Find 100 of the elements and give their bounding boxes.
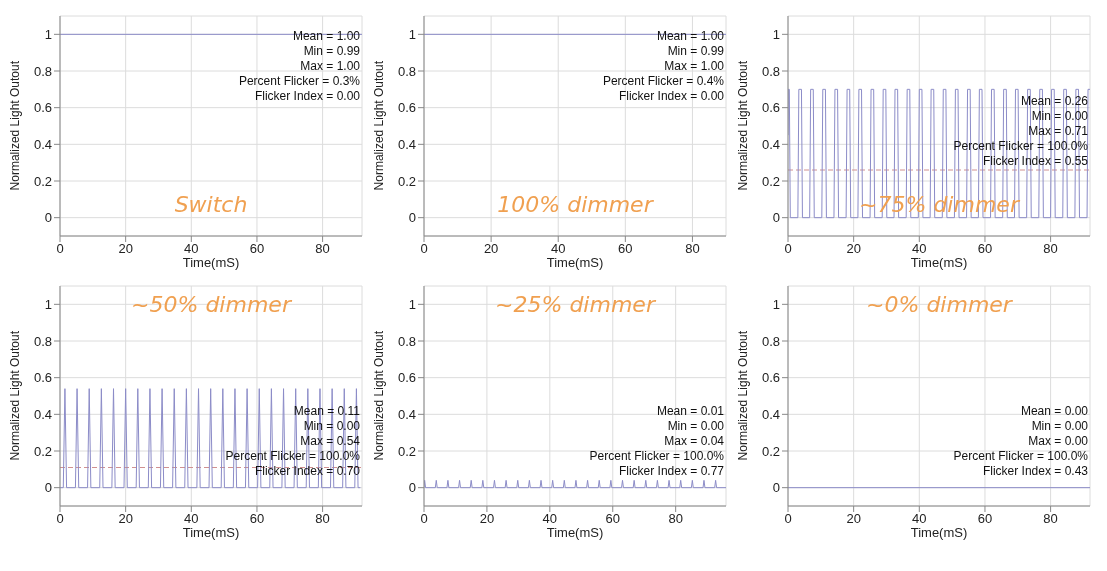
annotation: Percent Flicker = 0.4%: [602, 74, 724, 89]
x-axis-title: Time(mS): [545, 255, 605, 270]
annotation: Max = 0.71: [1027, 124, 1088, 139]
y-axis-title: Normalized Light Outout: [372, 61, 386, 191]
annotation: Mean = 0.01: [655, 404, 724, 419]
x-tick-label: 60: [977, 241, 993, 257]
y-tick-label: 0: [44, 210, 52, 226]
x-axis-title: Time(mS): [545, 525, 605, 540]
x-tick-label: 60: [249, 241, 265, 257]
annotation: Mean = 1.00: [655, 29, 724, 44]
y-tick-label: 0.4: [33, 136, 52, 152]
chart-title: ~0% dimmer: [865, 292, 1014, 317]
annotation: Flicker Index = 0.43: [981, 464, 1088, 479]
y-tick-label: 0.4: [761, 136, 780, 152]
chart-title: ~25% dimmer: [494, 292, 657, 317]
y-tick-label: 0.2: [33, 173, 52, 189]
y-tick-label: 0: [408, 480, 416, 496]
x-tick-label: 20: [483, 241, 499, 257]
annotation: Min = 0.99: [302, 44, 360, 59]
x-tick-label: 0: [784, 241, 792, 257]
annotation: Max = 1.00: [663, 59, 724, 74]
annotation: Percent Flicker = 0.3%: [238, 74, 360, 89]
y-tick-label: 0.4: [761, 406, 780, 422]
y-axis-title: Normalized Light Outout: [736, 331, 750, 461]
annotation: Flicker Index = 0.00: [617, 89, 724, 104]
y-axis-title: Normalized Light Outout: [8, 61, 22, 191]
x-tick-label: 40: [184, 511, 199, 527]
annotation: Max = 0.04: [663, 434, 724, 449]
annotation: Flicker Index = 0.77: [617, 464, 724, 479]
chart-title: ~50% dimmer: [130, 292, 293, 317]
x-tick-label: 20: [118, 241, 133, 257]
annotation: Max = 0.54: [299, 434, 360, 449]
x-tick-label: 0: [56, 511, 64, 527]
y-tick-label: 0.2: [397, 443, 416, 459]
x-tick-label: 80: [315, 241, 330, 257]
x-tick-label: 40: [912, 511, 927, 527]
y-tick-label: 0.4: [397, 406, 416, 422]
x-tick-label: 0: [784, 511, 792, 527]
x-tick-label: 40: [912, 241, 927, 257]
x-tick-label: 60: [618, 241, 633, 257]
x-tick-label: 20: [846, 511, 861, 527]
y-tick-label: 0.8: [761, 63, 780, 79]
y-tick-label: 0: [44, 480, 52, 496]
y-tick-label: 1: [772, 26, 780, 42]
y-tick-label: 0.2: [397, 173, 416, 189]
x-tick-label: 80: [668, 511, 683, 527]
annotation: Flicker Index = 0.55: [981, 154, 1088, 169]
annotation: Mean = 1.00: [291, 29, 360, 44]
y-tick-label: 0.6: [33, 100, 52, 116]
x-tick-label: 20: [118, 511, 133, 527]
y-tick-label: 0: [408, 210, 416, 226]
annotation: Percent Flicker = 100.0%: [225, 449, 360, 464]
x-tick-label: 0: [56, 241, 64, 257]
x-tick-label: 0: [420, 511, 428, 527]
annotation: Percent Flicker = 100.0%: [953, 139, 1088, 154]
annotation: Flicker Index = 0.70: [253, 464, 360, 479]
y-tick-label: 0.2: [33, 443, 52, 459]
x-axis-title: Time(mS): [181, 255, 241, 270]
y-tick-label: 1: [408, 26, 416, 42]
x-axis-title: Time(mS): [909, 255, 969, 270]
annotation: Min = 0.99: [666, 44, 724, 59]
y-tick-label: 0.6: [33, 370, 52, 386]
annotation: Min = 0.00: [302, 419, 360, 434]
annotation: Min = 0.00: [1030, 419, 1088, 434]
y-tick-label: 1: [408, 296, 416, 312]
annotation: Flicker Index = 0.00: [253, 89, 360, 104]
text: Switch: [173, 192, 249, 217]
x-tick-label: 0: [420, 241, 428, 257]
y-tick-label: 0.6: [761, 370, 780, 386]
y-tick-label: 0.2: [761, 173, 780, 189]
text: 100% dimmer: [496, 192, 655, 217]
y-axis-title: Normalized Light Outout: [372, 331, 386, 461]
y-tick-label: 0.6: [397, 370, 416, 386]
x-tick-label: 20: [846, 241, 861, 257]
annotation: Percent Flicker = 100.0%: [953, 449, 1088, 464]
y-tick-label: 0.6: [397, 100, 416, 116]
x-tick-label: 20: [479, 511, 495, 527]
x-tick-label: 60: [249, 511, 265, 527]
y-axis-title: Normalized Light Outout: [8, 331, 22, 461]
x-tick-label: 40: [184, 241, 199, 257]
y-tick-label: 0.8: [397, 333, 416, 349]
annotation: Max = 1.00: [299, 59, 360, 74]
x-tick-label: 80: [315, 511, 330, 527]
y-tick-label: 1: [44, 296, 52, 312]
x-axis-title: Time(mS): [181, 525, 241, 540]
x-tick-label: 80: [685, 241, 700, 257]
y-tick-label: 0: [772, 480, 780, 496]
y-tick-label: 0: [772, 210, 780, 226]
x-axis-title: Time(mS): [909, 525, 969, 540]
y-tick-label: 0.8: [397, 63, 416, 79]
y-tick-label: 0.4: [397, 136, 416, 152]
annotation: Mean = 0.00: [1019, 404, 1088, 419]
y-tick-label: 1: [44, 26, 52, 42]
x-tick-label: 40: [542, 511, 558, 527]
annotation: Min = 0.00: [1030, 109, 1088, 124]
x-tick-label: 80: [1043, 241, 1058, 257]
y-tick-label: 0.6: [761, 100, 780, 116]
annotation: Min = 0.00: [666, 419, 724, 434]
y-tick-label: 0.8: [761, 333, 780, 349]
y-tick-label: 0.2: [761, 443, 780, 459]
